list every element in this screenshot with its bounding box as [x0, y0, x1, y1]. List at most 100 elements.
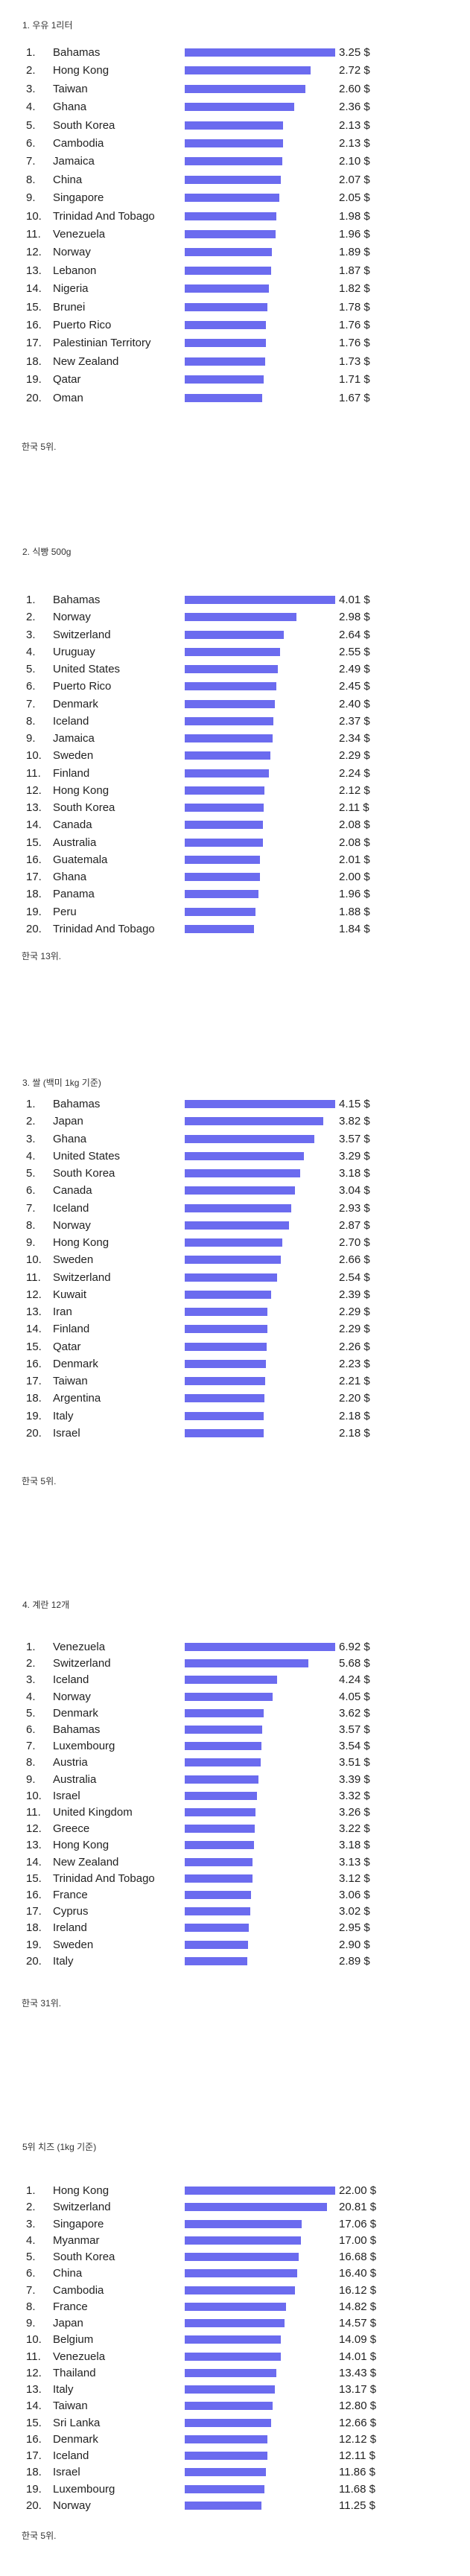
- rank-label: 12.: [26, 2366, 42, 2379]
- rank-label: 4.: [26, 1690, 36, 1703]
- country-label: Finland: [53, 766, 90, 780]
- value-label: 14.82 $: [339, 2300, 377, 2313]
- chart-row: 6. Bahamas 3.57 $: [0, 1723, 470, 1737]
- rank-label: 3.: [26, 2217, 36, 2230]
- chart-row: 2. Japan 3.82 $: [0, 1114, 470, 1129]
- value-label: 2.49 $: [339, 663, 370, 675]
- chart-row: 18. Israel 11.86 $: [0, 2465, 470, 2480]
- country-label: Denmark: [53, 2432, 98, 2446]
- rank-label: 9.: [26, 732, 36, 745]
- rank-label: 7.: [26, 2283, 36, 2297]
- bar: [185, 2253, 299, 2261]
- country-label: Denmark: [53, 697, 98, 710]
- value-label: 2.05 $: [339, 191, 370, 205]
- chart-row: 13. Hong Kong 3.18 $: [0, 1838, 470, 1853]
- chart-row: 8. Norway 2.87 $: [0, 1218, 470, 1233]
- bar: [185, 2352, 281, 2361]
- country-label: Australia: [53, 1772, 97, 1786]
- rank-label: 10.: [26, 209, 42, 223]
- country-label: Singapore: [53, 2217, 104, 2230]
- chart-row: 5. South Korea 3.18 $: [0, 1166, 470, 1181]
- bar: [185, 1151, 305, 1160]
- rank-label: 8.: [26, 173, 36, 186]
- bar: [185, 2452, 268, 2460]
- bar: [185, 751, 271, 760]
- rank-label: 11.: [26, 2350, 41, 2363]
- value-label: 11.68 $: [339, 2482, 375, 2496]
- country-label: Bahamas: [53, 594, 101, 606]
- country-label: South Korea: [53, 1167, 115, 1180]
- korea-rank-note: 한국 31위.: [22, 1998, 62, 2009]
- bar: [185, 1411, 264, 1420]
- bar: [185, 1100, 335, 1108]
- rank-label: 3.: [26, 1132, 36, 1145]
- chart-row: 4. Norway 4.05 $: [0, 1690, 470, 1705]
- country-label: Iceland: [53, 2449, 89, 2462]
- value-label: 4.01 $: [339, 594, 370, 606]
- rank-label: 16.: [26, 853, 42, 866]
- rank-label: 17.: [26, 337, 42, 350]
- chart-row: 1. Hong Kong 22.00 $: [0, 2184, 470, 2198]
- value-label: 2.87 $: [339, 1218, 370, 1232]
- value-label: 12.12 $: [339, 2432, 377, 2446]
- value-label: 12.80 $: [339, 2400, 377, 2413]
- rank-label: 15.: [26, 1871, 42, 1885]
- country-label: Qatar: [53, 1340, 81, 1353]
- value-label: 3.22 $: [339, 1822, 370, 1836]
- value-label: 3.18 $: [339, 1167, 370, 1180]
- bar: [185, 2319, 285, 2327]
- chart-row: 20. Israel 2.18 $: [0, 1426, 470, 1441]
- chart-row: 7. Luxembourg 3.54 $: [0, 1739, 470, 1754]
- bar: [185, 2236, 302, 2245]
- rank-label: 12.: [26, 783, 42, 797]
- value-label: 2.18 $: [339, 1426, 370, 1440]
- value-label: 3.51 $: [339, 1756, 370, 1769]
- value-label: 2.12 $: [339, 783, 370, 797]
- rank-label: 6.: [26, 1723, 36, 1736]
- rank-label: 18.: [26, 2466, 42, 2479]
- value-label: 1.76 $: [339, 337, 370, 350]
- value-label: 2.00 $: [339, 871, 370, 883]
- rank-label: 18.: [26, 1921, 42, 1935]
- bar: [185, 157, 282, 166]
- chart-row: 20. Italy 2.89 $: [0, 1954, 470, 1969]
- value-label: 3.62 $: [339, 1706, 370, 1720]
- bar: [185, 1825, 255, 1834]
- chart-row: 8. China 2.07 $: [0, 173, 470, 188]
- value-label: 3.57 $: [339, 1132, 370, 1145]
- country-label: Iceland: [53, 1201, 89, 1215]
- country-label: Hong Kong: [53, 2184, 109, 2197]
- bar: [185, 266, 272, 275]
- country-label: Guatemala: [53, 853, 108, 866]
- bar: [185, 1643, 335, 1651]
- rank-label: 8.: [26, 2300, 36, 2313]
- rank-label: 12.: [26, 246, 42, 259]
- value-label: 2.24 $: [339, 766, 370, 780]
- value-label: 1.96 $: [339, 888, 370, 901]
- bar: [185, 786, 264, 795]
- bar: [185, 66, 311, 75]
- rank-label: 13.: [26, 2383, 42, 2396]
- country-label: Norway: [53, 246, 91, 259]
- country-label: Cambodia: [53, 2283, 104, 2297]
- country-label: Oman: [53, 391, 83, 404]
- chart-row: 9. Jamaica 2.34 $: [0, 731, 470, 746]
- bar: [185, 84, 305, 93]
- value-label: 11.86 $: [339, 2466, 375, 2479]
- bar: [185, 48, 335, 57]
- value-label: 2.98 $: [339, 611, 370, 624]
- bar: [185, 734, 273, 742]
- value-label: 14.01 $: [339, 2350, 377, 2363]
- bar: [185, 804, 264, 812]
- chart-row: 8. France 14.82 $: [0, 2300, 470, 2315]
- rank-label: 14.: [26, 2400, 42, 2413]
- rank-label: 7.: [26, 155, 36, 168]
- rank-label: 3.: [26, 1673, 36, 1687]
- country-label: Iceland: [53, 714, 89, 728]
- bar: [185, 2385, 275, 2394]
- country-label: Switzerland: [53, 1270, 111, 1284]
- bar: [185, 1221, 289, 1230]
- country-label: Lebanon: [53, 264, 97, 277]
- chart-row: 3. Taiwan 2.60 $: [0, 82, 470, 97]
- bar: [185, 121, 284, 130]
